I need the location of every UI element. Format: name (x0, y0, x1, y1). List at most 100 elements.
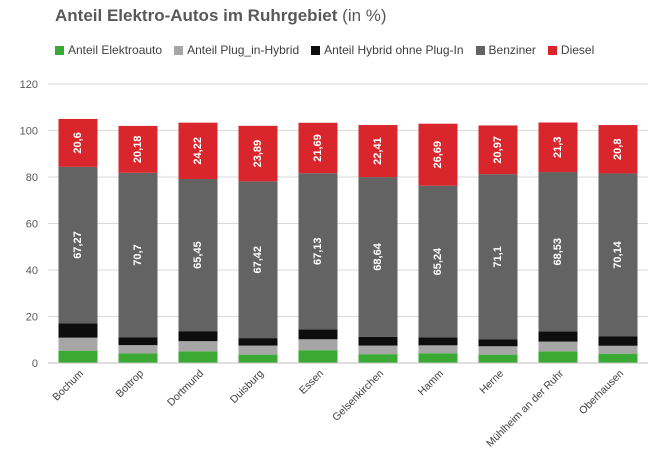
legend: Anteil Elektroauto Anteil Plug_in-Hybrid… (55, 43, 594, 57)
legend-item-benziner: Benziner (475, 43, 536, 57)
bar-segment (238, 338, 278, 346)
bar-segment (58, 166, 98, 324)
data-label: 20,6 (72, 132, 84, 153)
y-tick-label: 100 (20, 126, 38, 138)
bar-segment (118, 353, 158, 363)
legend-swatch-hybrid (311, 45, 321, 55)
bar-segment (238, 181, 278, 339)
x-tick-label: Bottrop (114, 368, 147, 401)
chart-title: Anteil Elektro-Autos im Ruhrgebiet (in %… (55, 6, 387, 26)
bar-segment (598, 345, 638, 354)
bar-segment (418, 185, 458, 338)
bar-segment (358, 354, 398, 363)
bar-segment (538, 122, 578, 173)
data-label: 20,97 (492, 136, 504, 164)
x-tick-label: Dortmund (165, 368, 206, 409)
data-label: 67,27 (72, 231, 84, 259)
bar-segment (478, 339, 518, 347)
x-tick-label: Duisburg (228, 368, 266, 406)
bar-segment (418, 353, 458, 363)
bar-segment (298, 339, 338, 351)
bar-segment (178, 351, 218, 363)
bar-segment (118, 125, 158, 173)
bar-segment (118, 337, 158, 346)
bar-segment (178, 341, 218, 352)
legend-label-hybrid: Anteil Hybrid ohne Plug-In (324, 43, 464, 57)
data-label: 65,24 (432, 247, 444, 275)
bar-segment (598, 173, 638, 337)
legend-swatch-benziner (475, 45, 485, 55)
bar-segment (478, 346, 518, 355)
bar-segment (538, 172, 578, 332)
y-tick-label: 40 (26, 265, 38, 277)
data-label: 70,7 (132, 244, 144, 265)
data-label: 20,8 (612, 139, 624, 160)
bar-segment (58, 337, 98, 351)
bar-segment (598, 125, 638, 174)
data-label: 70,14 (612, 240, 624, 268)
legend-item-plugin-hybrid: Anteil Plug_in-Hybrid (174, 43, 299, 57)
y-tick-label: 20 (26, 312, 38, 324)
legend-item-hybrid: Anteil Hybrid ohne Plug-In (311, 43, 464, 57)
data-label: 71,1 (492, 246, 504, 267)
bar-segment (298, 173, 338, 330)
bar-segment (478, 174, 518, 340)
bar-segment (418, 123, 458, 186)
legend-label-diesel: Diesel (560, 43, 595, 57)
bar-segment (298, 329, 338, 340)
data-label: 65,45 (192, 241, 204, 269)
bar-segment (238, 345, 278, 355)
bar-segment (298, 122, 338, 174)
bar-segment (178, 178, 218, 332)
bar-segment (238, 125, 278, 182)
bar-segment (418, 337, 458, 346)
x-tick-label: Essen (297, 368, 326, 397)
chart-title-suffix: (in %) (342, 6, 387, 25)
bar-segment (178, 122, 218, 179)
data-label: 22,41 (372, 137, 384, 165)
bar-segment (478, 354, 518, 363)
x-tick-label: Bochum (50, 367, 86, 403)
bar-segment (178, 331, 218, 342)
legend-label-plugin-hybrid: Anteil Plug_in-Hybrid (187, 43, 300, 57)
bar-segment (538, 331, 578, 342)
data-label: 21,69 (312, 134, 324, 162)
bar-segment (58, 118, 98, 167)
bar-segment (298, 350, 338, 363)
data-label: 20,18 (132, 136, 144, 164)
legend-label-elektroauto: Anteil Elektroauto (68, 43, 163, 57)
legend-swatch-elektroauto (55, 45, 64, 55)
data-label: 23,89 (252, 140, 264, 168)
x-tick-label: Gelsenkirchen (330, 368, 386, 424)
data-label: 21,3 (552, 137, 564, 158)
x-tick-label: Herne (477, 368, 506, 397)
bar-segment (598, 336, 638, 346)
bar-segment (538, 351, 578, 363)
y-tick-label: 60 (26, 219, 38, 231)
x-tick-label: Hamm (416, 367, 447, 398)
bar-segment (58, 350, 98, 363)
bar-segment (358, 125, 398, 178)
bar-segment (478, 125, 518, 175)
legend-item-elektroauto: Anteil Elektroauto (55, 43, 162, 57)
legend-item-diesel: Diesel (547, 43, 595, 57)
bar-segment (58, 323, 98, 338)
bar-segment (118, 345, 158, 354)
data-label: 67,13 (312, 237, 324, 265)
data-label: 26,69 (432, 141, 444, 169)
legend-swatch-plugin-hybrid (174, 45, 184, 55)
bar-segment (358, 345, 398, 355)
y-tick-label: 80 (26, 172, 38, 184)
legend-label-benziner: Benziner (488, 43, 536, 57)
bar-segment (118, 172, 158, 338)
bar-segment (538, 341, 578, 352)
data-label: 67,42 (252, 246, 264, 274)
y-tick-label: 0 (32, 358, 38, 370)
legend-swatch-diesel (547, 45, 557, 55)
data-label: 24,22 (192, 137, 204, 165)
bar-segment (358, 336, 398, 346)
bar-segment (418, 345, 458, 354)
bar-segment (358, 177, 398, 337)
